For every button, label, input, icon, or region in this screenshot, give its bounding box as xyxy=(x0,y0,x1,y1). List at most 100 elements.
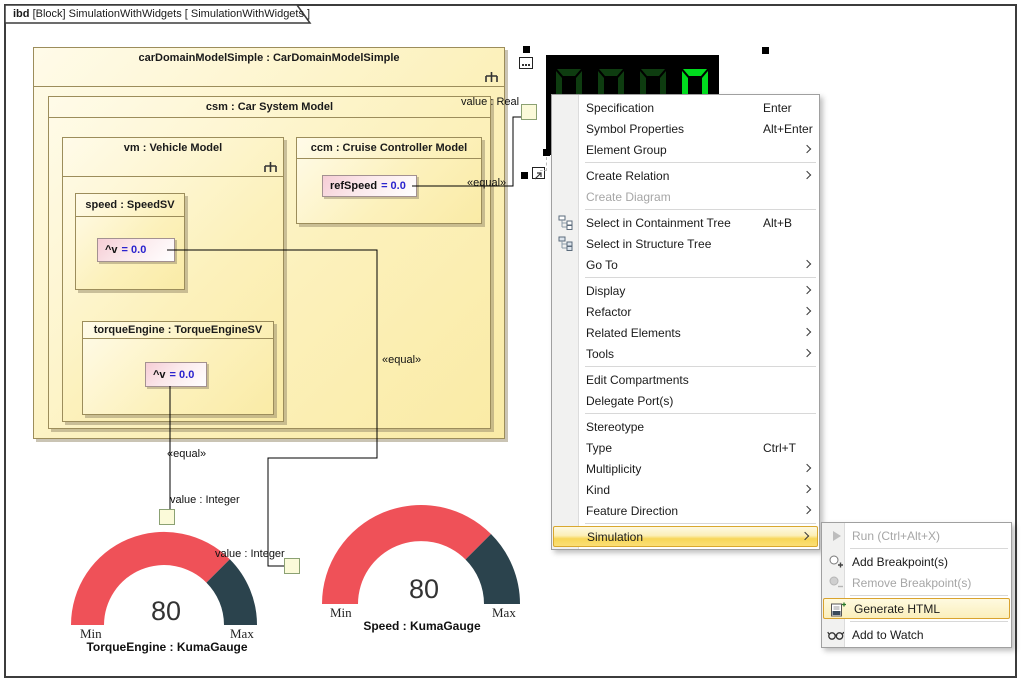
menu-shortcut: Alt+Enter xyxy=(763,122,813,136)
submenu-item-generate-html[interactable]: Generate HTML xyxy=(823,598,1010,619)
block-title: csm : Car System Model xyxy=(206,101,333,113)
menu-item-multiplicity[interactable]: Multiplicity xyxy=(552,458,819,479)
submenu-arrow-icon xyxy=(803,463,811,471)
menu-shortcut: Enter xyxy=(763,101,792,115)
block-title: torqueEngine : TorqueEngineSV xyxy=(94,324,262,336)
menu-item-type[interactable]: Type Ctrl+T xyxy=(552,437,819,458)
menu-separator xyxy=(850,548,1008,549)
menu-item-simulation[interactable]: Simulation xyxy=(553,526,818,547)
menu-label: Symbol Properties xyxy=(586,122,684,136)
submenu-arrow-icon xyxy=(803,259,811,267)
add-to-watch-icon xyxy=(827,626,844,643)
menu-item-feature-direction[interactable]: Feature Direction xyxy=(552,500,819,521)
submenu-arrow-icon xyxy=(803,348,811,356)
menu-label: Go To xyxy=(586,258,618,272)
port-value-real[interactable] xyxy=(521,104,537,120)
equal-stereotype-label[interactable]: «equal» xyxy=(382,354,421,366)
menu-label: Stereotype xyxy=(586,420,644,434)
value-box-refSpeed[interactable]: refSpeed = 0.0 xyxy=(322,175,417,197)
menu-item-select-in-containment-tree[interactable]: Select in Containment Tree Alt+B xyxy=(552,212,819,233)
selection-handle[interactable] xyxy=(523,46,530,53)
menu-item-specification[interactable]: SpecificationEnter xyxy=(552,97,819,118)
submenu-arrow-icon xyxy=(803,285,811,293)
port-label-value-real[interactable]: value : Real xyxy=(461,96,519,108)
menu-item-display[interactable]: Display xyxy=(552,280,819,301)
selection-handle[interactable] xyxy=(762,47,769,54)
block-title: ccm : Cruise Controller Model xyxy=(311,142,467,154)
menu-item-select-in-structure-tree[interactable]: Select in Structure Tree xyxy=(552,233,819,254)
port-label-value-integer-torque[interactable]: value : Integer xyxy=(170,494,240,506)
menu-label: Add to Watch xyxy=(852,628,924,642)
submenu-arrow-icon xyxy=(801,531,809,539)
menu-separator xyxy=(585,209,816,210)
submenu-arrow-icon xyxy=(803,170,811,178)
menu-item-kind[interactable]: Kind xyxy=(552,479,819,500)
block-title: vm : Vehicle Model xyxy=(124,142,222,154)
block-title: speed : SpeedSV xyxy=(85,199,174,211)
menu-item-element-group[interactable]: Element Group xyxy=(552,139,819,160)
context-menu: SpecificationEnter Symbol Properties Alt+… xyxy=(551,94,820,550)
structure-tree-icon xyxy=(557,235,574,252)
menu-item-edit-compartments[interactable]: Edit Compartments xyxy=(552,369,819,390)
menu-label: Add Breakpoint(s) xyxy=(852,555,948,569)
submenu-arrow-icon xyxy=(803,144,811,152)
block-header: speed : SpeedSV xyxy=(76,194,184,217)
menu-item-stereotype[interactable]: Stereotype xyxy=(552,416,819,437)
menu-shortcut: Ctrl+T xyxy=(763,441,796,455)
diagram-tab[interactable]: ibd [Block] SimulationWithWidgets [ Simu… xyxy=(13,8,310,20)
menu-label: Display xyxy=(586,284,625,298)
smart-manipulator-dots-icon[interactable] xyxy=(519,57,533,69)
port-label-value-integer-speed[interactable]: value : Integer xyxy=(215,548,285,560)
menu-item-symbol-properties[interactable]: Symbol Properties Alt+Enter xyxy=(552,118,819,139)
menu-separator xyxy=(585,413,816,414)
value-name: refSpeed xyxy=(330,180,377,192)
menu-item-go-to[interactable]: Go To xyxy=(552,254,819,275)
equal-stereotype-label[interactable]: «equal» xyxy=(467,177,506,189)
menu-item-tools[interactable]: Tools xyxy=(552,343,819,364)
menu-item-create-diagram: Create Diagram xyxy=(552,186,819,207)
value-box-speed-v[interactable]: ^v = 0.0 xyxy=(97,238,175,262)
value-number: = 0.0 xyxy=(381,180,406,192)
menu-label: Simulation xyxy=(587,530,643,544)
submenu-item-add-to-watch[interactable]: Add to Watch xyxy=(822,624,1011,645)
remove-breakpoint-icon xyxy=(827,574,844,591)
menu-item-related-elements[interactable]: Related Elements xyxy=(552,322,819,343)
block-header: torqueEngine : TorqueEngineSV xyxy=(83,322,273,339)
selection-handle[interactable] xyxy=(543,149,550,156)
menu-item-delegate-ports[interactable]: Delegate Port(s) xyxy=(552,390,819,411)
value-name: ^v xyxy=(153,369,166,381)
port-value-integer-torque[interactable] xyxy=(159,509,175,525)
menu-label: Kind xyxy=(586,483,610,497)
menu-label: Element Group xyxy=(586,143,667,157)
simulation-submenu: Run (Ctrl+Alt+X) Add Breakpoint(s) Remov… xyxy=(821,522,1012,648)
submenu-item-run: Run (Ctrl+Alt+X) xyxy=(822,525,1011,546)
menu-item-refactor[interactable]: Refactor xyxy=(552,301,819,322)
run-icon xyxy=(827,527,844,544)
port-value-integer-speed[interactable] xyxy=(284,558,300,574)
application-canvas: ibd [Block] SimulationWithWidgets [ Simu… xyxy=(0,0,1024,683)
menu-label: Remove Breakpoint(s) xyxy=(852,576,971,590)
arrow-glyph xyxy=(533,171,544,181)
selection-dashed-corner xyxy=(540,157,547,171)
equal-stereotype-label[interactable]: «equal» xyxy=(167,448,206,460)
diagram-title: [Block] SimulationWithWidgets [ Simulati… xyxy=(33,8,311,20)
menu-label: Generate HTML xyxy=(854,602,940,616)
menu-item-create-relation[interactable]: Create Relation xyxy=(552,165,819,186)
submenu-arrow-icon xyxy=(803,505,811,513)
submenu-item-add-breakpoints[interactable]: Add Breakpoint(s) xyxy=(822,551,1011,572)
block-header: ccm : Cruise Controller Model xyxy=(297,138,481,159)
gauge-value: 80 xyxy=(140,596,192,627)
menu-separator xyxy=(585,277,816,278)
menu-separator xyxy=(585,366,816,367)
menu-label: Feature Direction xyxy=(586,504,678,518)
menu-label: Tools xyxy=(586,347,614,361)
menu-label: Select in Structure Tree xyxy=(586,237,711,251)
menu-label: Select in Containment Tree xyxy=(586,216,731,230)
block-header: csm : Car System Model xyxy=(49,97,490,118)
menu-label: Multiplicity xyxy=(586,462,641,476)
menu-label: Type xyxy=(586,441,612,455)
menu-label: Create Relation xyxy=(586,169,669,183)
value-box-torque-v[interactable]: ^v = 0.0 xyxy=(145,362,207,387)
selection-handle[interactable] xyxy=(521,172,528,179)
menu-shortcut: Alt+B xyxy=(763,216,792,230)
